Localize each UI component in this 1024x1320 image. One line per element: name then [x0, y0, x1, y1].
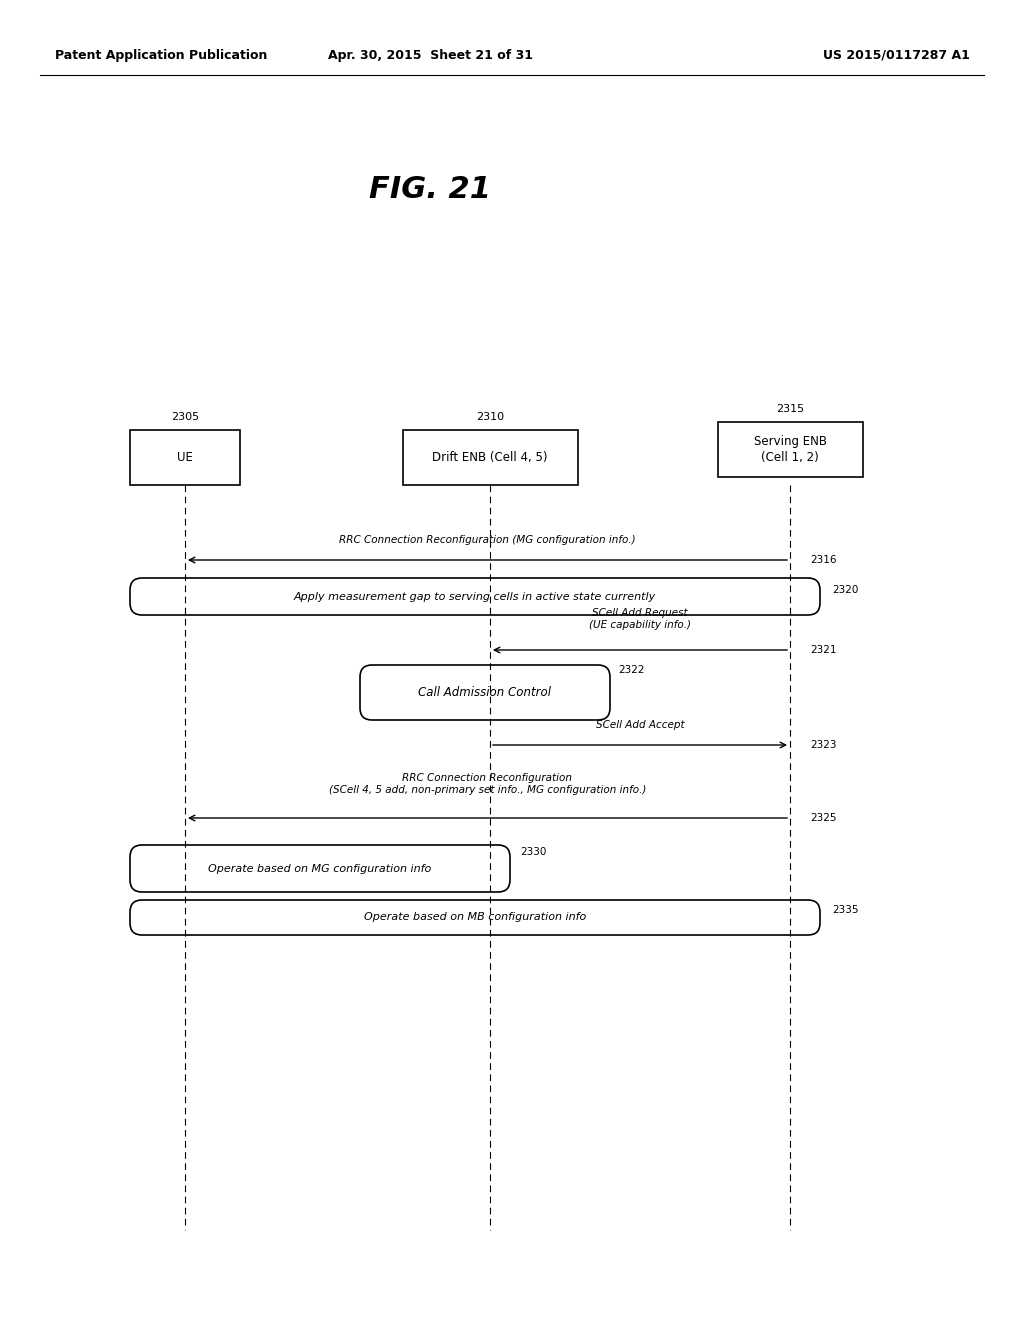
Text: 2305: 2305	[171, 412, 199, 422]
FancyBboxPatch shape	[360, 665, 610, 719]
FancyBboxPatch shape	[130, 430, 240, 484]
Text: 2321: 2321	[810, 645, 837, 655]
Text: Call Admission Control: Call Admission Control	[419, 686, 552, 700]
Text: Apr. 30, 2015  Sheet 21 of 31: Apr. 30, 2015 Sheet 21 of 31	[328, 49, 532, 62]
Text: FIG. 21: FIG. 21	[369, 176, 490, 205]
FancyBboxPatch shape	[130, 900, 820, 935]
Text: RRC Connection Reconfiguration
(SCell 4, 5 add, non-primary set info., MG config: RRC Connection Reconfiguration (SCell 4,…	[329, 774, 646, 795]
Text: 2310: 2310	[476, 412, 504, 422]
Text: 2320: 2320	[831, 585, 858, 595]
Text: Operate based on MG configuration info: Operate based on MG configuration info	[208, 863, 432, 874]
Text: Patent Application Publication: Patent Application Publication	[55, 49, 267, 62]
Text: 2323: 2323	[810, 741, 837, 750]
Text: 2335: 2335	[831, 906, 858, 915]
FancyBboxPatch shape	[130, 578, 820, 615]
Text: 2325: 2325	[810, 813, 837, 822]
Text: 2316: 2316	[810, 554, 837, 565]
Text: SCell Add Request
(UE capability info.): SCell Add Request (UE capability info.)	[589, 609, 691, 630]
Text: UE: UE	[177, 451, 193, 465]
Text: Drift ENB (Cell 4, 5): Drift ENB (Cell 4, 5)	[432, 451, 548, 465]
Text: 2315: 2315	[776, 404, 804, 414]
Text: Operate based on MB configuration info: Operate based on MB configuration info	[364, 912, 586, 923]
Text: RRC Connection Reconfiguration (MG configuration info.): RRC Connection Reconfiguration (MG confi…	[339, 535, 636, 545]
Text: 2322: 2322	[618, 665, 644, 675]
FancyBboxPatch shape	[402, 430, 578, 484]
FancyBboxPatch shape	[718, 422, 862, 477]
FancyBboxPatch shape	[130, 845, 510, 892]
Text: US 2015/0117287 A1: US 2015/0117287 A1	[823, 49, 970, 62]
Text: Apply measurement gap to serving cells in active state currently: Apply measurement gap to serving cells i…	[294, 591, 656, 602]
Text: SCell Add Accept: SCell Add Accept	[596, 719, 684, 730]
Text: 2330: 2330	[520, 847, 547, 857]
Text: Serving ENB
(Cell 1, 2): Serving ENB (Cell 1, 2)	[754, 436, 826, 463]
